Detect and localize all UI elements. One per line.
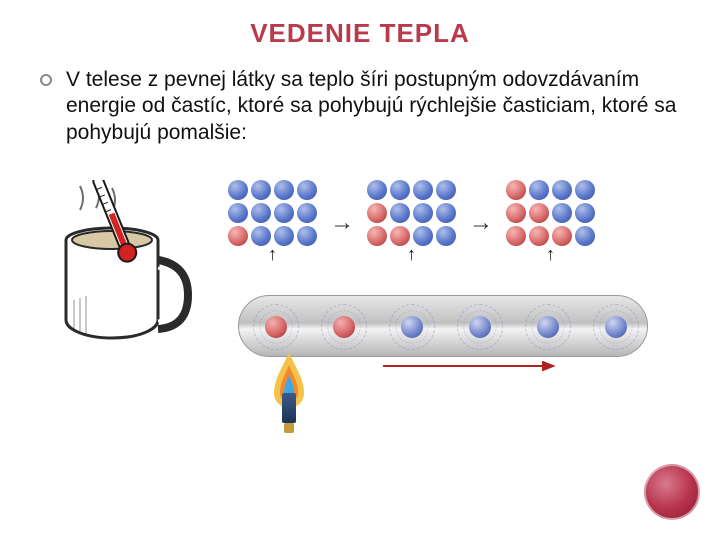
heat-input-arrow-icon: ↑: [367, 244, 456, 265]
stage-arrow-icon: →: [327, 209, 357, 237]
cold-particle-icon: [575, 203, 595, 223]
rod-diagram: [238, 295, 658, 405]
cold-particle-icon: [575, 226, 595, 246]
hot-particle-icon: [228, 226, 248, 246]
hot-particle-icon: [367, 226, 387, 246]
hot-particle-icon: [552, 226, 572, 246]
bullet-icon: [40, 74, 52, 86]
hot-particle-icon: [506, 226, 526, 246]
cold-particle-icon: [529, 180, 549, 200]
hot-particle-icon: [506, 203, 526, 223]
rod-cold-particle-icon: [389, 304, 435, 350]
hot-particle-icon: [390, 226, 410, 246]
cold-particle-icon: [297, 180, 317, 200]
cold-particle-icon: [228, 180, 248, 200]
lattice-stage: ↑: [506, 180, 595, 265]
cold-particle-icon: [251, 180, 271, 200]
rod-hot-particle-icon: [253, 304, 299, 350]
cold-particle-icon: [575, 180, 595, 200]
cold-particle-icon: [552, 203, 572, 223]
mug-diagram: [50, 180, 200, 370]
cold-particle-icon: [367, 180, 387, 200]
cold-particle-icon: [436, 226, 456, 246]
body-row: V telese z pevnej látky sa teplo šíri po…: [40, 67, 680, 146]
lattice-and-rod: ↑ → ↑ → ↑: [218, 180, 680, 405]
hot-particle-icon: [529, 203, 549, 223]
body-text: V telese z pevnej látky sa teplo šíri po…: [66, 67, 680, 146]
rod-body: [238, 295, 648, 357]
lattice-stage: ↑: [367, 180, 456, 265]
cold-particle-icon: [413, 226, 433, 246]
rod-cold-particle-icon: [593, 304, 639, 350]
cold-particle-icon: [552, 180, 572, 200]
stage-arrow-icon: →: [466, 209, 496, 237]
rod-cold-particle-icon: [457, 304, 503, 350]
lattice-stages: ↑ → ↑ → ↑: [228, 180, 680, 265]
cold-particle-icon: [436, 180, 456, 200]
cold-particle-icon: [390, 203, 410, 223]
heat-input-arrow-icon: ↑: [228, 244, 317, 265]
hot-particle-icon: [367, 203, 387, 223]
hot-particle-icon: [506, 180, 526, 200]
cold-particle-icon: [251, 226, 271, 246]
rod-cold-particle-icon: [525, 304, 571, 350]
cold-particle-icon: [297, 203, 317, 223]
cold-particle-icon: [297, 226, 317, 246]
cold-particle-icon: [390, 180, 410, 200]
cold-particle-icon: [274, 203, 294, 223]
cold-particle-icon: [413, 203, 433, 223]
cold-particle-icon: [436, 203, 456, 223]
slide-title: VEDENIE TEPLA: [40, 18, 680, 49]
cold-particle-icon: [274, 226, 294, 246]
figures-area: ↑ → ↑ → ↑: [50, 180, 680, 405]
cold-particle-icon: [228, 203, 248, 223]
hot-particle-icon: [529, 226, 549, 246]
rod-hot-particle-icon: [321, 304, 367, 350]
lattice-stage: ↑: [228, 180, 317, 265]
cold-particle-icon: [413, 180, 433, 200]
cold-particle-icon: [274, 180, 294, 200]
cold-particle-icon: [251, 203, 271, 223]
torch-icon: [282, 393, 296, 423]
heat-input-arrow-icon: ↑: [506, 244, 595, 265]
decorative-corner-circle-icon: [644, 464, 700, 520]
heat-direction-arrow-icon: [298, 361, 638, 371]
